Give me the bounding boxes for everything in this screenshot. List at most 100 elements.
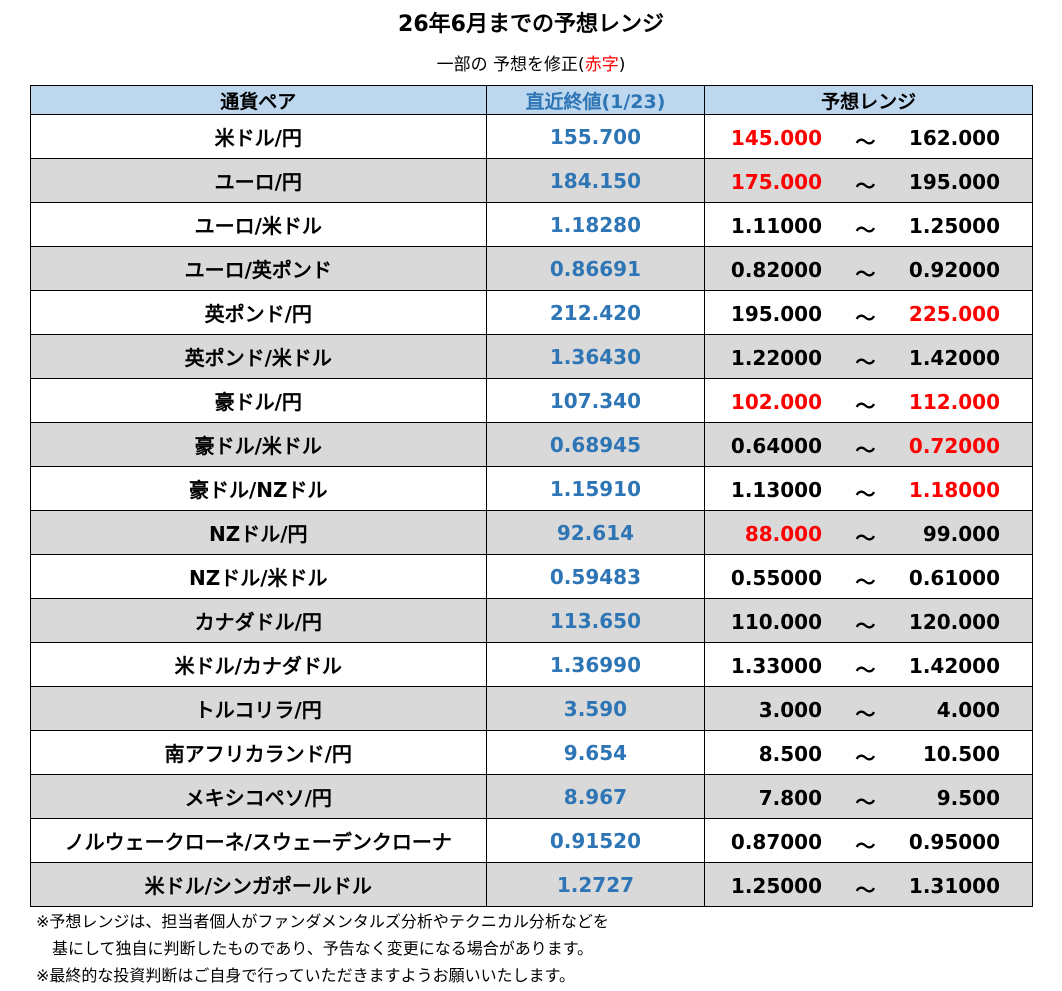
- range-high: 112.000: [908, 390, 1000, 414]
- range-low: 0.64000: [730, 434, 822, 458]
- header-row: 通貨ペア 直近終値(1/23) 予想レンジ: [30, 85, 1033, 115]
- last-price-cell: 0.59483: [485, 554, 706, 599]
- range-tilde: ～: [855, 526, 876, 550]
- last-price-cell: 0.68945: [485, 422, 706, 467]
- range-cell: 145.000 ～ 162.000: [704, 114, 1033, 159]
- range-tilde: ～: [855, 746, 876, 770]
- header-range: 予想レンジ: [704, 85, 1033, 115]
- range-low: 8.500: [758, 742, 822, 766]
- last-price-cell: 107.340: [485, 378, 706, 423]
- table-row: 豪ドル/円 107.340 102.000 ～ 112.000: [30, 378, 1033, 423]
- range-high: 0.72000: [908, 434, 1000, 458]
- range-cell: 3.000 ～ 4.000: [704, 686, 1033, 731]
- pair-cell: 豪ドル/米ドル: [30, 422, 487, 467]
- table-row: ユーロ/米ドル 1.18280 1.11000 ～ 1.25000: [30, 202, 1033, 247]
- range-tilde: ～: [855, 350, 876, 374]
- range-high: 10.500: [922, 742, 1000, 766]
- range-high: 195.000: [908, 170, 1000, 194]
- range-cell: 175.000 ～ 195.000: [704, 158, 1033, 203]
- subtitle-text: 一部の 予想を修正(: [436, 55, 585, 75]
- range-high: 9.500: [936, 786, 1000, 810]
- range-tilde: ～: [855, 306, 876, 330]
- page-title: 26年6月までの予想レンジ: [398, 12, 664, 37]
- pair-cell: 米ドル/カナダドル: [30, 642, 487, 687]
- range-tilde: ～: [855, 570, 876, 594]
- range-high: 162.000: [908, 126, 1000, 150]
- last-price-cell: 212.420: [485, 290, 706, 335]
- range-tilde: ～: [855, 130, 876, 154]
- table-row: NZドル/円 92.614 88.000 ～ 99.000: [30, 510, 1033, 555]
- table-row: 豪ドル/米ドル 0.68945 0.64000 ～ 0.72000: [30, 422, 1033, 467]
- table-row: トルコリラ/円 3.590 3.000 ～ 4.000: [30, 686, 1033, 731]
- range-low: 1.13000: [730, 478, 822, 502]
- forecast-table: 通貨ペア 直近終値(1/23) 予想レンジ 米ドル/円 155.700 145.…: [30, 85, 1033, 907]
- last-price-cell: 155.700: [485, 114, 706, 159]
- range-high: 0.92000: [908, 258, 1000, 282]
- range-cell: 7.800 ～ 9.500: [704, 774, 1033, 819]
- range-tilde: ～: [855, 614, 876, 638]
- range-high: 0.95000: [908, 830, 1000, 854]
- table-row: 米ドル/円 155.700 145.000 ～ 162.000: [30, 114, 1033, 159]
- range-tilde: ～: [855, 658, 876, 682]
- last-price-cell: 1.36430: [485, 334, 706, 379]
- pair-cell: メキシコペソ/円: [30, 774, 487, 819]
- range-cell: 8.500 ～ 10.500: [704, 730, 1033, 775]
- range-cell: 1.22000 ～ 1.42000: [704, 334, 1033, 379]
- pair-cell: 米ドル/シンガポールドル: [30, 862, 487, 907]
- range-high: 99.000: [922, 522, 1000, 546]
- last-price-cell: 1.36990: [485, 642, 706, 687]
- range-low: 1.33000: [730, 654, 822, 678]
- last-price-cell: 8.967: [485, 774, 706, 819]
- table-row: 英ポンド/米ドル 1.36430 1.22000 ～ 1.42000: [30, 334, 1033, 379]
- range-high: 120.000: [908, 610, 1000, 634]
- range-low: 195.000: [730, 302, 822, 326]
- last-price-cell: 92.614: [485, 510, 706, 555]
- range-high: 1.31000: [908, 874, 1000, 898]
- pair-cell: ユーロ/円: [30, 158, 487, 203]
- pair-cell: 英ポンド/米ドル: [30, 334, 487, 379]
- range-low: 1.11000: [730, 214, 822, 238]
- range-high: 0.61000: [908, 566, 1000, 590]
- last-price-cell: 9.654: [485, 730, 706, 775]
- range-low: 0.87000: [730, 830, 822, 854]
- pair-cell: 豪ドル/円: [30, 378, 487, 423]
- table-row: NZドル/米ドル 0.59483 0.55000 ～ 0.61000: [30, 554, 1033, 599]
- last-price-cell: 1.15910: [485, 466, 706, 511]
- header-last: 直近終値(1/23): [485, 85, 706, 115]
- pair-cell: NZドル/米ドル: [30, 554, 487, 599]
- range-cell: 1.13000 ～ 1.18000: [704, 466, 1033, 511]
- range-tilde: ～: [855, 394, 876, 418]
- last-price-cell: 113.650: [485, 598, 706, 643]
- header-pair: 通貨ペア: [30, 85, 487, 115]
- range-low: 1.25000: [730, 874, 822, 898]
- range-high: 1.42000: [908, 654, 1000, 678]
- range-tilde: ～: [855, 438, 876, 462]
- table-row: 米ドル/カナダドル 1.36990 1.33000 ～ 1.42000: [30, 642, 1033, 687]
- range-cell: 0.87000 ～ 0.95000: [704, 818, 1033, 863]
- range-tilde: ～: [855, 174, 876, 198]
- range-tilde: ～: [855, 834, 876, 858]
- range-tilde: ～: [855, 790, 876, 814]
- range-low: 110.000: [730, 610, 822, 634]
- range-tilde: ～: [855, 482, 876, 506]
- range-low: 88.000: [744, 522, 822, 546]
- range-cell: 1.33000 ～ 1.42000: [704, 642, 1033, 687]
- range-high: 225.000: [908, 302, 1000, 326]
- table-row: 南アフリカランド/円 9.654 8.500 ～ 10.500: [30, 730, 1033, 775]
- table-row: 豪ドル/NZドル 1.15910 1.13000 ～ 1.18000: [30, 466, 1033, 511]
- pair-cell: 米ドル/円: [30, 114, 487, 159]
- footnote: ※最終的な投資判断はご自身で行っていただきますようお願いいたします。: [36, 966, 576, 985]
- range-high: 1.25000: [908, 214, 1000, 238]
- table-row: カナダドル/円 113.650 110.000 ～ 120.000: [30, 598, 1033, 643]
- range-tilde: ～: [855, 262, 876, 286]
- table-row: ユーロ/円 184.150 175.000 ～ 195.000: [30, 158, 1033, 203]
- table-row: ノルウェークローネ/スウェーデンクローナ 0.91520 0.87000 ～ 0…: [30, 818, 1033, 863]
- range-cell: 110.000 ～ 120.000: [704, 598, 1033, 643]
- footnotes: ※予想レンジは、担当者個人がファンダメンタルズ分析やテクニカル分析などを 基にし…: [36, 908, 609, 989]
- pair-cell: ノルウェークローネ/スウェーデンクローナ: [30, 818, 487, 863]
- range-high: 1.18000: [908, 478, 1000, 502]
- last-price-cell: 3.590: [485, 686, 706, 731]
- range-cell: 88.000 ～ 99.000: [704, 510, 1033, 555]
- range-high: 1.42000: [908, 346, 1000, 370]
- range-cell: 0.55000 ～ 0.61000: [704, 554, 1033, 599]
